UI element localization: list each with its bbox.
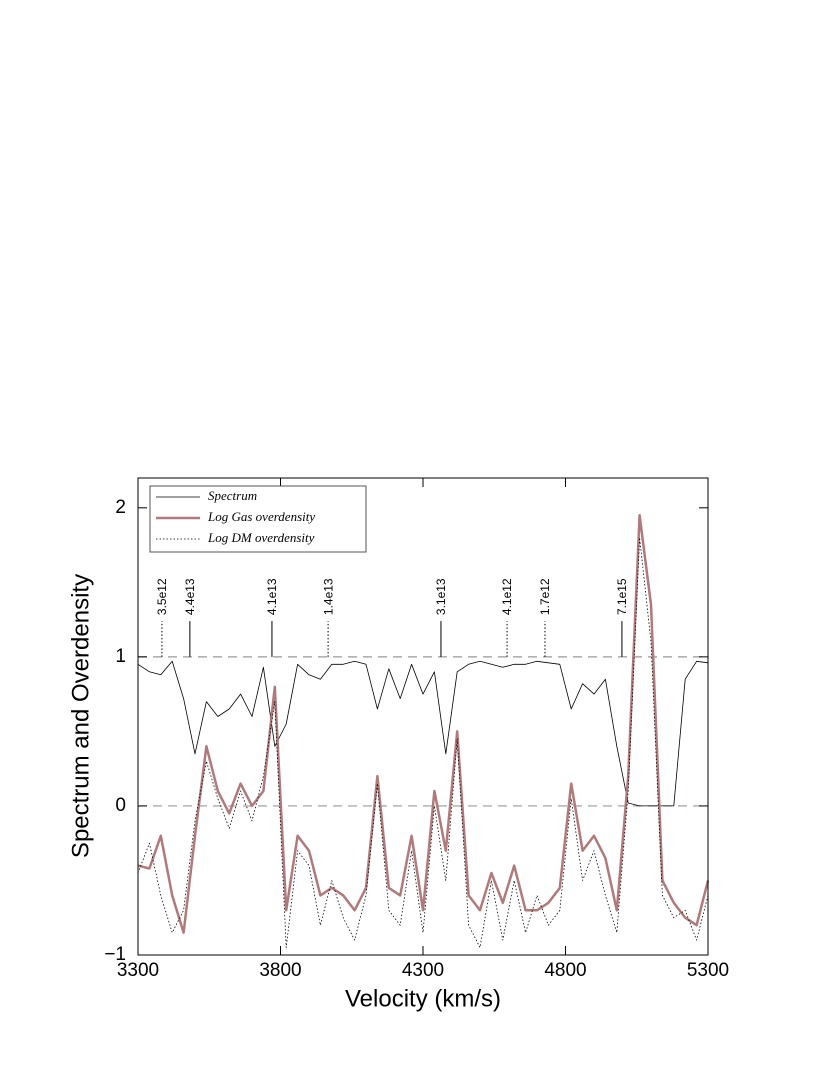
plot-frame	[137, 477, 709, 956]
y-tick-label: −1	[104, 944, 126, 965]
legend-label: Log DM overdensity	[207, 530, 315, 545]
legend-label: Log Gas overdensity	[207, 509, 315, 524]
x-axis-label: Velocity (km/s)	[345, 985, 501, 1012]
x-tick-label: 5300	[687, 960, 729, 981]
x-tick-label: 3800	[259, 960, 301, 981]
y-tick-label: 2	[115, 497, 126, 518]
y-tick-label: 0	[115, 795, 126, 816]
annotation-label: 7.1e15	[615, 578, 629, 615]
x-tick-label: 4800	[544, 960, 586, 981]
annotation-label: 4.1e12	[500, 578, 514, 615]
series-line	[137, 514, 710, 934]
annotation-label: 4.1e13	[265, 578, 279, 615]
annotation-label: 4.4e13	[183, 578, 197, 615]
annotation-label: 3.5e12	[155, 578, 169, 615]
y-axis-label: Spectrum and Overdensity	[67, 574, 94, 858]
x-tick-label: 4300	[402, 960, 444, 981]
annotation-label: 1.7e12	[538, 578, 552, 615]
legend-label: Spectrum	[208, 488, 257, 503]
x-tick-label: 3300	[117, 960, 159, 981]
annotation-label: 1.4e13	[321, 578, 335, 615]
series-line	[137, 660, 709, 807]
y-tick-label: 1	[115, 646, 126, 667]
annotation-label: 3.1e13	[434, 578, 448, 615]
